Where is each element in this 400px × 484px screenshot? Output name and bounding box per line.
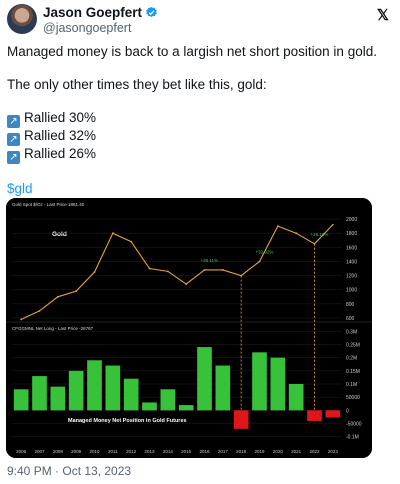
y-tick-label: 1600 [346,245,357,251]
gold-price-point [130,240,133,243]
gold-price-point [185,283,188,285]
x-tick-label: 2020 [273,449,284,454]
y-tick-label: 800 [346,302,355,308]
rally-annotation: +26.10% [311,232,329,237]
x-tick-label: 2010 [89,449,100,454]
gold-price-point [148,267,151,270]
rally-annotation: +32.92% [256,249,274,254]
chart-title: Gold [52,231,67,238]
net-position-bar [13,389,29,411]
net-position-bar [307,410,322,421]
net-position-bar [288,384,304,411]
y-tick-label: 0.2M [346,356,357,362]
y-tick-label: 1000 [346,288,357,294]
tweet-text: Managed money is back to a largish net s… [7,44,393,198]
y-tick-label: 0.15M [346,369,360,375]
up-right-arrow-icon: ↗ [7,151,20,165]
gold-price-point [111,232,114,235]
gold-price-line [20,224,334,320]
net-position-bar [233,410,249,429]
gold-price-point [295,232,298,235]
net-position-bar [160,389,176,411]
x-tick-label: 2016 [199,449,210,454]
chart-header: Gold Spot $/Oz - Last Price 1861.40 [12,202,85,207]
gold-price-point [56,295,59,298]
cashtag-link[interactable]: $gld [7,180,33,196]
x-tick-label: 2009 [71,449,82,454]
x-tick-label: 2006 [16,449,27,454]
gold-price-point [203,269,206,271]
net-position-bar [87,360,102,411]
net-position-bar [178,405,194,411]
y-tick-label: 0 [346,408,349,414]
net-position-bar [32,376,47,411]
x-tick-label: 2017 [218,449,229,454]
gold-price-point [276,225,279,228]
tweet-line: The only other times they bet like this,… [7,77,267,93]
y-tick-label: 2000 [346,217,357,223]
gold-price-point [313,242,316,245]
x-tick-label: 2013 [144,449,155,454]
x-tick-label: 2007 [34,449,45,454]
y-tick-label: 1400 [346,259,357,265]
x-tick-label: 2022 [309,449,320,454]
net-position-bar [142,402,157,411]
gold-price-point [258,260,261,263]
x-logo-icon[interactable]: 𝕏 [376,7,389,24]
x-tick-label: 2015 [181,449,192,454]
y-tick-label: 0.25M [346,342,360,348]
author-handle[interactable]: @jasongoepfert [43,21,132,35]
chart-title: Managed Money Net Position in Gold Futur… [68,418,187,424]
chart-image[interactable]: Gold Spot $/Oz - Last Price 1861.40 Gold 2… [6,198,372,458]
net-position-bar [68,370,84,411]
y-tick-label: -0.1M [346,435,359,441]
x-tick-label: 2018 [236,449,247,454]
y-tick-label: 600 [346,316,355,322]
rally-annotation: +26.11% [201,258,219,263]
x-tick-label: 2019 [254,449,265,454]
x-tick-label: 2021 [291,449,302,454]
net-position-bar [252,352,267,411]
gold-price-point [166,270,169,273]
rally-item: ↗ Rallied 30% [7,110,393,129]
y-tick-label: 0.3M [346,329,357,335]
gold-price-point [75,290,78,293]
net-position-bar [197,347,212,411]
net-position-bar [215,365,231,411]
y-tick-label: 1800 [346,231,357,237]
author-name-row: Jason Goepfert [43,5,158,20]
rally-item: ↗ Rallied 32% [7,128,393,147]
gold-chart: Gold Spot $/Oz - Last Price 1861.40 Gold 2… [6,198,372,458]
verified-badge-icon [146,6,157,18]
x-tick-label: 2023 [328,449,339,454]
y-tick-label: 0.1M [346,382,357,388]
tweet-line: Managed money is back to a largish net s… [7,44,377,59]
net-position-bar [105,365,121,411]
gold-price-point [20,318,23,321]
net-position-bar [123,378,139,411]
y-tick-label: -50000 [346,422,362,428]
net-position-bar [270,357,286,411]
y-tick-label: 50000 [346,395,360,401]
gold-price-point [38,310,41,312]
gold-price-point [93,271,96,273]
up-right-arrow-icon: ↗ [7,133,20,147]
gold-price-point [331,223,334,226]
net-position-bar [325,410,341,418]
gold-price-point [221,269,224,271]
author-name[interactable]: Jason Goepfert [43,5,143,20]
x-tick-label: 2008 [53,449,64,454]
timestamp[interactable]: 9:40 PM · Oct 13, 2023 [7,464,132,478]
x-tick-label: 2011 [108,449,118,454]
net-position-bar [50,386,66,411]
up-right-arrow-icon: ↗ [7,115,20,129]
rally-item: ↗ Rallied 26% [7,146,393,165]
avatar[interactable] [7,4,37,34]
x-tick-label: 2014 [163,449,174,454]
chart-header: CFGGMNL Net Long - Last Price -26767 [12,326,94,331]
tweet-header: Jason Goepfert @jasongoepfert 𝕏 [7,4,393,35]
x-tick-label: 2012 [126,449,137,454]
y-tick-label: 1200 [346,274,357,280]
